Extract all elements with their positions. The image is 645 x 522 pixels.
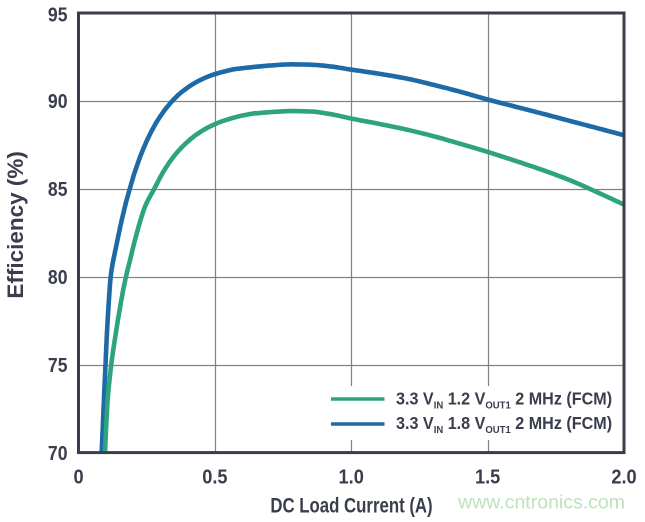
svg-text:3.3 VIN 1.2 VOUT1 2 MHz (FCM): 3.3 VIN 1.2 VOUT1 2 MHz (FCM) xyxy=(396,389,612,412)
svg-text:80: 80 xyxy=(48,266,68,288)
svg-text:0.5: 0.5 xyxy=(202,467,228,489)
svg-text:www.cntronics.com: www.cntronics.com xyxy=(457,492,625,514)
svg-text:85: 85 xyxy=(48,178,68,200)
svg-text:70: 70 xyxy=(48,442,68,464)
svg-text:95: 95 xyxy=(48,4,68,26)
svg-text:3.3 VIN 1.8 VOUT1 2 MHz (FCM): 3.3 VIN 1.8 VOUT1 2 MHz (FCM) xyxy=(396,413,612,436)
svg-text:DC Load Current (A): DC Load Current (A) xyxy=(270,495,432,518)
svg-text:0: 0 xyxy=(73,467,83,489)
svg-text:1.5: 1.5 xyxy=(475,467,501,489)
svg-text:90: 90 xyxy=(48,90,68,112)
svg-text:1.0: 1.0 xyxy=(339,467,364,489)
svg-text:2.0: 2.0 xyxy=(611,467,636,489)
svg-text:Efficiency (%): Efficiency (%) xyxy=(3,151,28,299)
svg-text:75: 75 xyxy=(48,354,68,376)
